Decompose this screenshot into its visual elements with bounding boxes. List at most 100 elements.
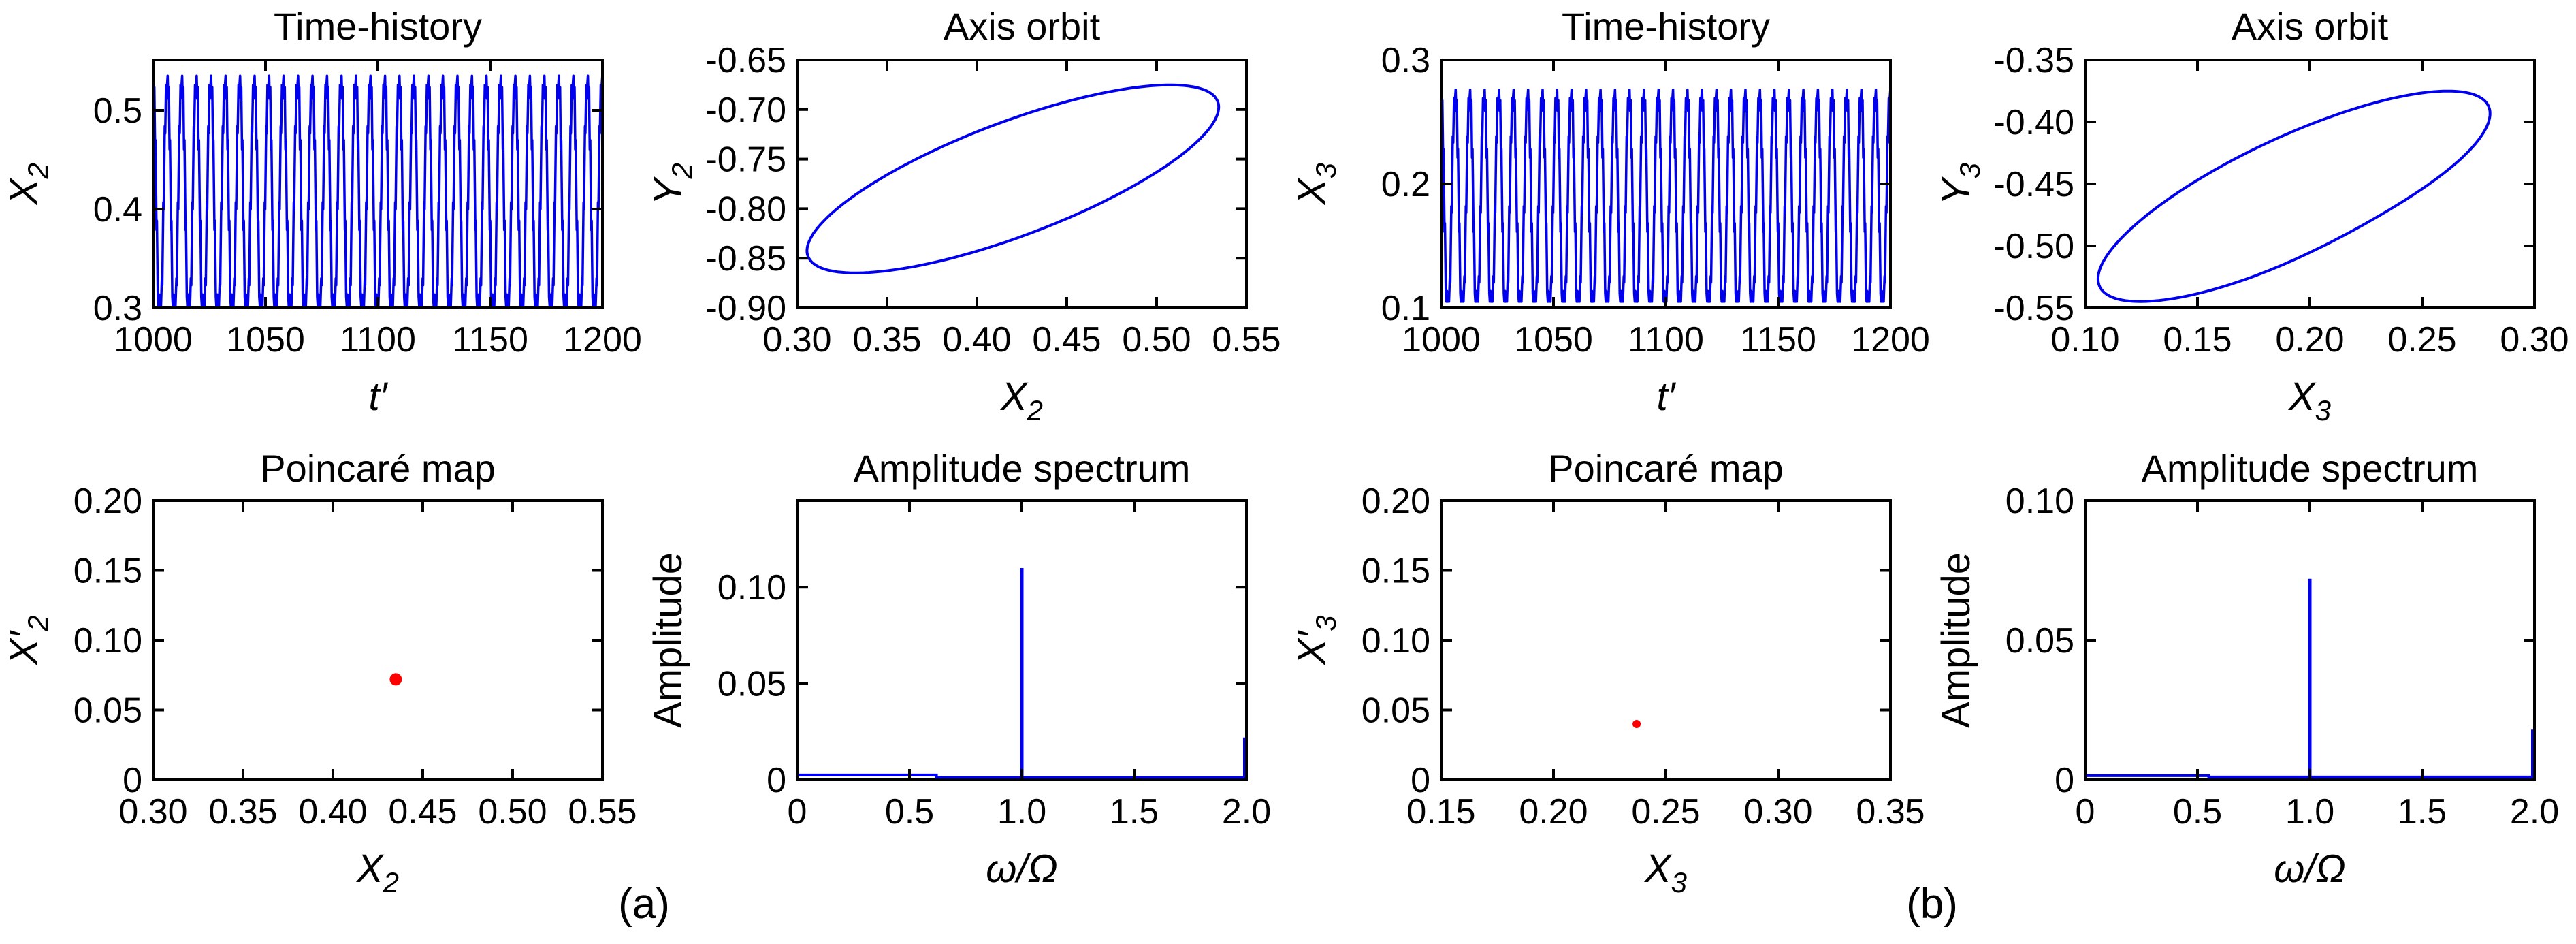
x-axis-label: X3 xyxy=(2287,375,2331,426)
x-tick-label: 2.0 xyxy=(1222,792,1271,832)
x-tick-label: 0.30 xyxy=(1743,792,1812,832)
y-tick-label: 0.10 xyxy=(1362,621,1430,661)
x-tick-label: 1200 xyxy=(1851,320,1930,360)
y-tick-label: 0.20 xyxy=(1362,482,1430,521)
y-tick-label: -0.65 xyxy=(705,41,786,80)
x-tick-label: 1.0 xyxy=(997,792,1046,832)
y-tick-label: 0.05 xyxy=(2006,621,2074,661)
panel-a-time-history: 1000 1050 1100 1150 1200 0.3 0.4 0.5 Time-histor… xyxy=(2,5,642,419)
x-tick-label: 0.10 xyxy=(2050,320,2119,360)
panel-title: Time-history xyxy=(1562,5,1770,48)
time-history-curve xyxy=(1441,88,1890,303)
x-tick-label: 0 xyxy=(788,792,807,832)
y-tick-label: -0.70 xyxy=(705,91,786,130)
y-axis-label: X′3 xyxy=(1290,616,1342,667)
y-tick-label: 0.3 xyxy=(93,289,142,328)
y-tick-label: 0.15 xyxy=(74,552,142,591)
panel-title: Time-history xyxy=(274,5,482,48)
y-tick-label: 0 xyxy=(2055,761,2074,800)
y-tick-label: -0.85 xyxy=(705,239,786,279)
y-tick-label: -0.80 xyxy=(705,189,786,229)
x-tick-label: 0.40 xyxy=(298,792,367,832)
x-tick-label: 0.35 xyxy=(1856,792,1925,832)
plot-box xyxy=(152,499,604,781)
x-tick-label: 1000 xyxy=(1402,320,1481,360)
x-tick-label: 0.35 xyxy=(208,792,277,832)
x-tick-label: 0.50 xyxy=(1122,320,1191,360)
y-axis-label: Amplitude xyxy=(646,552,690,728)
x-tick-label: 1.0 xyxy=(2285,792,2334,832)
y-axis-label: X′2 xyxy=(2,616,54,667)
y-axis-label: Amplitude xyxy=(1934,552,1978,728)
subfigure-caption-b: (b) xyxy=(1906,881,1958,928)
y-tick-label: 0.2 xyxy=(1381,165,1430,204)
panel-a-axis-orbit: 0.30 0.35 0.40 0.45 0.50 0.55 -0.90 -0.85 -0.80 -… xyxy=(646,5,1281,426)
y-tick-label: 0.05 xyxy=(1362,691,1430,731)
panel-title: Axis orbit xyxy=(944,5,1101,48)
x-tick-label: 0.25 xyxy=(2387,320,2456,360)
x-tick-label: 0.30 xyxy=(118,792,187,832)
plot-box xyxy=(2084,59,2536,309)
poincare-point xyxy=(1632,720,1641,728)
y-tick-label: 0.4 xyxy=(93,190,142,230)
panel-b-amplitude-spectrum: 0 0.5 1.0 1.5 2.0 0 0.05 0.10 Amplitude spectrum… xyxy=(1934,447,2559,891)
y-tick-label: -0.90 xyxy=(705,289,786,328)
y-tick-label: 0.3 xyxy=(1381,41,1430,80)
y-tick-label: -0.75 xyxy=(705,140,786,180)
subfigure-caption-a: (a) xyxy=(618,881,670,928)
panel-title: Amplitude spectrum xyxy=(2142,447,2479,490)
x-tick-label: 0.55 xyxy=(568,792,637,832)
plot-box xyxy=(1440,499,1892,781)
x-tick-label: 0.25 xyxy=(1631,792,1700,832)
x-tick-label: 1100 xyxy=(1628,320,1704,360)
y-tick-label: 0.1 xyxy=(1381,289,1430,328)
spectrum-baseline xyxy=(797,773,1246,779)
spectrum-baseline xyxy=(2085,774,2534,778)
y-axis-label: Y2 xyxy=(646,163,698,205)
y-tick-label: 0.5 xyxy=(93,91,142,131)
x-tick-label: 1050 xyxy=(1514,320,1593,360)
x-tick-label: 1050 xyxy=(226,320,305,360)
x-tick-label: 0.5 xyxy=(885,792,934,832)
x-tick-label: 2.0 xyxy=(2510,792,2559,832)
y-tick-label: -0.50 xyxy=(1993,227,2074,266)
x-tick-label: 1200 xyxy=(563,320,642,360)
x-tick-label: 0.30 xyxy=(2500,320,2569,360)
y-tick-label: 0 xyxy=(767,761,786,800)
x-tick-label: 0.40 xyxy=(942,320,1011,360)
x-tick-label: 1150 xyxy=(452,320,528,360)
y-tick-label: 0.20 xyxy=(74,482,142,521)
y-tick-label: 0.05 xyxy=(74,691,142,731)
x-tick-label: 0.20 xyxy=(1519,792,1588,832)
y-axis-label: X3 xyxy=(1290,163,1342,206)
x-tick-label: 0.55 xyxy=(1212,320,1281,360)
panel-title: Poincaré map xyxy=(1548,447,1784,490)
y-tick-label: 0.10 xyxy=(2006,482,2074,521)
y-tick-label: 0.10 xyxy=(74,621,142,661)
panel-a-poincare-map: 0.30 0.35 0.40 0.45 0.50 0.55 0 0.05 0.10 0.15 0.2… xyxy=(2,447,637,898)
x-tick-label: 0.15 xyxy=(2163,320,2232,360)
x-axis-label: ω/Ω xyxy=(2274,847,2345,891)
x-axis-label: X2 xyxy=(999,375,1043,426)
x-tick-label: 0.45 xyxy=(1032,320,1101,360)
x-tick-label: 0.20 xyxy=(2275,320,2344,360)
panel-title: Axis orbit xyxy=(2232,5,2389,48)
x-axis-label: t′ xyxy=(369,375,389,419)
panel-b-axis-orbit: 0.10 0.15 0.20 0.25 0.30 -0.55 -0.50 -0.45 -0.40… xyxy=(1934,5,2569,426)
x-tick-label: 1100 xyxy=(340,320,416,360)
panel-a-amplitude-spectrum: 0 0.5 1.0 1.5 2.0 0 0.05 0.10 Amplitude spectrum… xyxy=(646,447,1271,891)
panel-title: Amplitude spectrum xyxy=(854,447,1191,490)
panel-b-poincare-map: 0.15 0.20 0.25 0.30 0.35 0 0.05 0.10 0.15 0.20 Poi… xyxy=(1290,447,1925,898)
x-tick-label: 0.30 xyxy=(762,320,831,360)
x-axis-label: ω/Ω xyxy=(986,847,1057,891)
y-tick-label: 0.10 xyxy=(718,568,786,608)
x-tick-label: 0.45 xyxy=(388,792,457,832)
y-tick-label: 0.05 xyxy=(718,665,786,704)
y-tick-label: -0.55 xyxy=(1993,289,2074,328)
time-history-curve xyxy=(153,74,602,307)
x-tick-label: 1000 xyxy=(114,320,193,360)
x-tick-label: 0 xyxy=(2076,792,2095,832)
x-tick-label: 0.35 xyxy=(852,320,921,360)
x-tick-label: 0.5 xyxy=(2173,792,2222,832)
